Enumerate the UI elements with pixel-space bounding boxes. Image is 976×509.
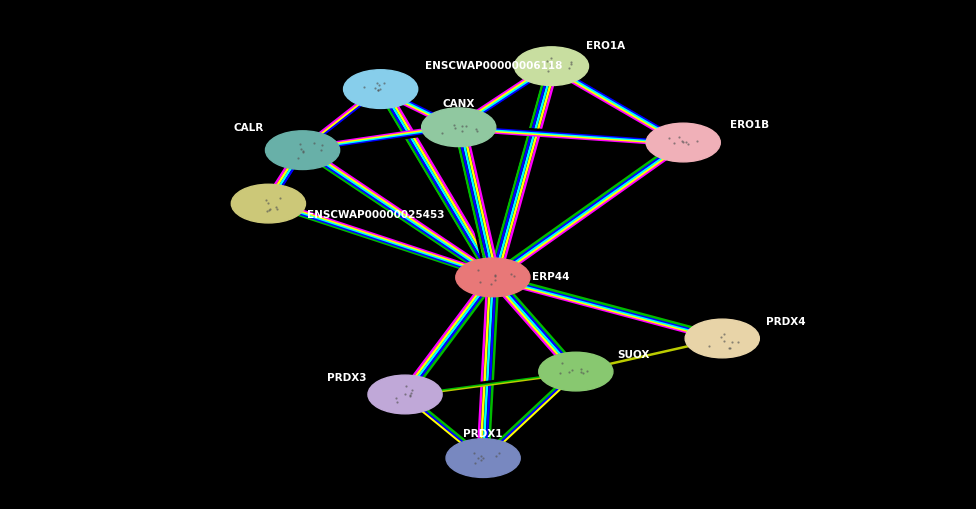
- Text: ERP44: ERP44: [532, 272, 569, 282]
- Text: SUOX: SUOX: [617, 350, 649, 360]
- Text: PRDX4: PRDX4: [766, 317, 806, 327]
- Circle shape: [344, 70, 418, 108]
- Text: CANX: CANX: [442, 99, 475, 109]
- Circle shape: [231, 184, 305, 223]
- Circle shape: [422, 108, 496, 147]
- Circle shape: [646, 123, 720, 162]
- Circle shape: [514, 47, 589, 86]
- Text: ENSCWAP00000025453: ENSCWAP00000025453: [307, 210, 445, 220]
- Circle shape: [685, 319, 759, 358]
- Circle shape: [539, 352, 613, 391]
- Circle shape: [456, 258, 530, 297]
- Text: ENSCWAP00000006118: ENSCWAP00000006118: [425, 61, 562, 71]
- Circle shape: [368, 375, 442, 414]
- Text: PRDX1: PRDX1: [464, 429, 503, 439]
- Text: PRDX3: PRDX3: [327, 373, 366, 383]
- Circle shape: [265, 131, 340, 169]
- Text: ERO1B: ERO1B: [730, 120, 769, 130]
- Text: ERO1A: ERO1A: [586, 41, 625, 51]
- Text: CALR: CALR: [233, 123, 264, 133]
- Circle shape: [446, 439, 520, 477]
